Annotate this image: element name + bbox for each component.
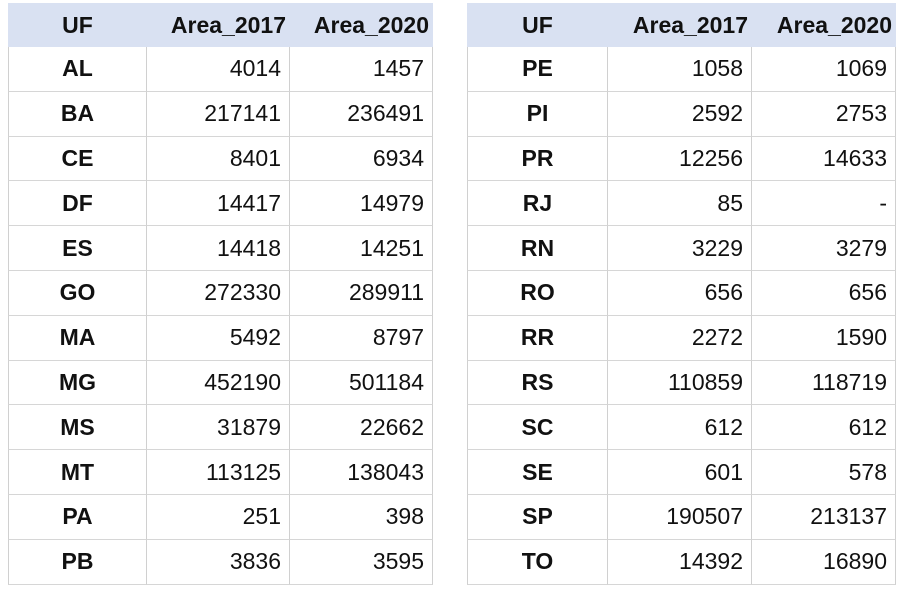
area-cell: 113125 bbox=[147, 450, 290, 495]
area-cell: 2272 bbox=[608, 315, 752, 361]
header-cell: Area_2020 bbox=[752, 3, 896, 47]
area-cell: 2592 bbox=[608, 91, 752, 137]
area-cell: 14979 bbox=[290, 181, 433, 227]
header-cell: Area_2020 bbox=[290, 3, 433, 47]
area-cell: 190507 bbox=[608, 495, 752, 540]
header-cell: UF bbox=[8, 3, 147, 47]
area-cell: 612 bbox=[608, 405, 752, 451]
area-cell: 14392 bbox=[608, 539, 752, 585]
area-cell: 138043 bbox=[290, 450, 433, 495]
area-cell: 272330 bbox=[147, 271, 290, 316]
area-cell: 398 bbox=[290, 495, 433, 540]
uf-cell: BA bbox=[8, 91, 147, 137]
uf-cell: RS bbox=[467, 360, 608, 406]
area-cell: 501184 bbox=[290, 360, 433, 406]
uf-cell: RR bbox=[467, 315, 608, 361]
header-cell: Area_2017 bbox=[608, 3, 752, 47]
uf-cell: ES bbox=[8, 226, 147, 271]
area-cell: 4014 bbox=[147, 47, 290, 92]
header-cell: Area_2017 bbox=[147, 3, 290, 47]
uf-cell: SC bbox=[467, 405, 608, 451]
area-cell: 14251 bbox=[290, 226, 433, 271]
area-cell: 3229 bbox=[608, 226, 752, 271]
area-cell: 3279 bbox=[752, 226, 896, 271]
area-cell: 578 bbox=[752, 450, 896, 495]
area-cell: 22662 bbox=[290, 405, 433, 451]
uf-cell: SP bbox=[467, 495, 608, 540]
header-cell: UF bbox=[467, 3, 608, 47]
area-cell: 656 bbox=[608, 271, 752, 316]
uf-cell: TO bbox=[467, 539, 608, 585]
uf-cell: RO bbox=[467, 271, 608, 316]
uf-cell: MT bbox=[8, 450, 147, 495]
uf-cell: DF bbox=[8, 181, 147, 227]
area-cell: 31879 bbox=[147, 405, 290, 451]
uf-cell: GO bbox=[8, 271, 147, 316]
area-cell: 1457 bbox=[290, 47, 433, 92]
area-cell: 2753 bbox=[752, 91, 896, 137]
area-cell: 236491 bbox=[290, 91, 433, 137]
uf-cell: SE bbox=[467, 450, 608, 495]
area-cell: 118719 bbox=[752, 360, 896, 406]
area-cell: 612 bbox=[752, 405, 896, 451]
area-cell: 14417 bbox=[147, 181, 290, 227]
area-cell: 213137 bbox=[752, 495, 896, 540]
uf-cell: RN bbox=[467, 226, 608, 271]
area-cell: 3836 bbox=[147, 539, 290, 585]
uf-cell: AL bbox=[8, 47, 147, 92]
area-cell: 656 bbox=[752, 271, 896, 316]
area-cell: - bbox=[752, 181, 896, 227]
area-cell: 1069 bbox=[752, 47, 896, 92]
area-cell: 217141 bbox=[147, 91, 290, 137]
uf-cell: MA bbox=[8, 315, 147, 361]
area-cell: 16890 bbox=[752, 539, 896, 585]
uf-cell: PE bbox=[467, 47, 608, 92]
area-cell: 1590 bbox=[752, 315, 896, 361]
area-cell: 8797 bbox=[290, 315, 433, 361]
area-cell: 452190 bbox=[147, 360, 290, 406]
uf-cell: CE bbox=[8, 136, 147, 182]
uf-cell: MG bbox=[8, 360, 147, 406]
uf-cell: PA bbox=[8, 495, 147, 540]
area-cell: 3595 bbox=[290, 539, 433, 585]
uf-cell: PI bbox=[467, 91, 608, 137]
area-cell: 12256 bbox=[608, 136, 752, 182]
area-cell: 110859 bbox=[608, 360, 752, 406]
area-cell: 14633 bbox=[752, 136, 896, 182]
area-cell: 14418 bbox=[147, 226, 290, 271]
uf-cell: RJ bbox=[467, 181, 608, 227]
uf-cell: PB bbox=[8, 539, 147, 585]
uf-cell: PR bbox=[467, 136, 608, 182]
area-cell: 8401 bbox=[147, 136, 290, 182]
area-cell: 5492 bbox=[147, 315, 290, 361]
area-cell: 85 bbox=[608, 181, 752, 227]
area-cell: 6934 bbox=[290, 136, 433, 182]
area-cell: 601 bbox=[608, 450, 752, 495]
uf-cell: MS bbox=[8, 405, 147, 451]
area-cell: 1058 bbox=[608, 47, 752, 92]
area-cell: 289911 bbox=[290, 271, 433, 316]
area-cell: 251 bbox=[147, 495, 290, 540]
